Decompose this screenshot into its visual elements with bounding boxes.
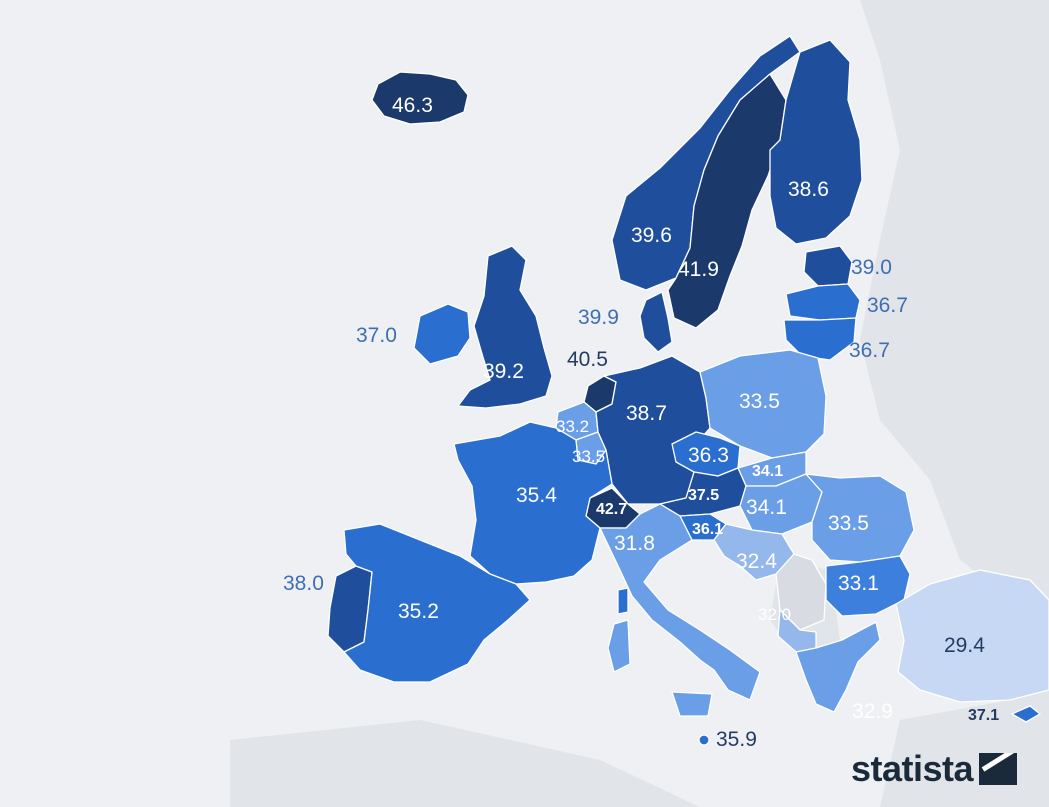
- region-cyprus: [1011, 705, 1041, 723]
- region-france: [453, 421, 613, 585]
- label-finland: 38.6: [788, 178, 829, 201]
- label-estonia: 39.0: [851, 256, 892, 279]
- label-spain: 35.2: [398, 600, 439, 623]
- region-estonia: [803, 245, 853, 287]
- region-corsica: [617, 587, 629, 615]
- label-lithuania: 36.7: [849, 339, 890, 362]
- label-malta: 35.9: [716, 728, 757, 751]
- label-slovenia: 36.1: [692, 521, 723, 538]
- label-slovakia: 34.1: [752, 463, 783, 480]
- label-austria: 37.5: [688, 487, 719, 504]
- label-sweden: 41.9: [678, 258, 719, 281]
- region-italy: [599, 503, 761, 717]
- label-turkey: 29.4: [944, 634, 985, 657]
- region-lithuania: [783, 317, 857, 361]
- label-czechia: 36.3: [688, 444, 729, 467]
- label-north-macedonia: 32.0: [758, 605, 791, 624]
- logo-text: statista: [850, 748, 974, 789]
- region-greece: [795, 621, 881, 713]
- region-spain: [343, 523, 531, 683]
- label-ireland: 37.0: [356, 324, 397, 347]
- label-switzerland: 42.7: [596, 501, 627, 518]
- label-portugal: 38.0: [283, 572, 324, 595]
- label-cyprus: 37.1: [968, 707, 999, 724]
- region-latvia: [785, 283, 861, 321]
- label-greece: 32.9: [852, 700, 893, 723]
- region-uk: [457, 245, 553, 409]
- label-norway: 39.6: [631, 224, 672, 247]
- background-land-africa: [230, 720, 700, 807]
- label-italy: 31.8: [614, 532, 655, 555]
- region-sweden: [667, 73, 787, 329]
- region-ireland: [413, 303, 471, 365]
- label-netherlands: 40.5: [567, 348, 608, 371]
- label-luxembourg: 33.5: [572, 447, 605, 466]
- region-malta: [698, 734, 710, 746]
- label-uk: 39.2: [483, 360, 524, 383]
- label-poland: 33.5: [739, 390, 780, 413]
- statista-logo-icon: [979, 753, 1017, 785]
- region-denmark: [639, 291, 673, 353]
- region-finland: [769, 39, 863, 245]
- label-iceland: 46.3: [392, 94, 433, 117]
- label-bulgaria: 33.1: [838, 572, 879, 595]
- statista-logo: statista: [851, 751, 1017, 787]
- region-poland: [699, 349, 827, 459]
- region-sardinia: [607, 619, 631, 673]
- label-latvia: 36.7: [867, 294, 908, 317]
- label-croatia: 32.4: [736, 550, 777, 573]
- label-france: 35.4: [516, 484, 557, 507]
- label-hungary: 34.1: [746, 496, 787, 519]
- background-land: [860, 0, 1049, 807]
- label-denmark: 39.9: [578, 306, 619, 329]
- label-romania: 33.5: [828, 512, 869, 535]
- region-turkey: [895, 569, 1049, 703]
- label-belgium: 33.2: [556, 417, 589, 436]
- label-germany: 38.7: [626, 402, 667, 425]
- region-iceland: [371, 71, 469, 125]
